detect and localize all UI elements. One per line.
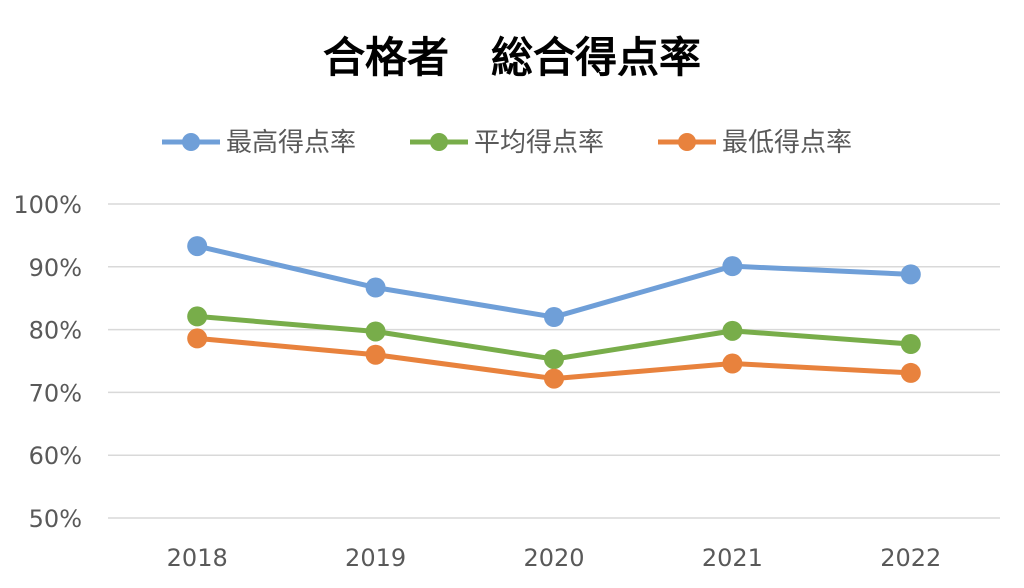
data-point bbox=[544, 368, 564, 389]
x-tick-label: 2018 bbox=[167, 544, 228, 572]
data-point bbox=[365, 277, 386, 298]
series-line bbox=[187, 236, 921, 328]
legend-item: 平均得点率 bbox=[410, 128, 604, 158]
legend-swatch-marker bbox=[678, 133, 696, 151]
y-axis-labels: 50% 60% 70% 80% 90% 100% bbox=[13, 191, 82, 533]
y-tick-label: 80% bbox=[29, 317, 82, 345]
series-line bbox=[187, 306, 921, 370]
data-point bbox=[365, 321, 386, 342]
y-tick-label: 70% bbox=[29, 379, 82, 407]
data-point bbox=[722, 256, 743, 277]
data-point bbox=[544, 307, 564, 328]
legend-swatch-marker bbox=[430, 133, 448, 151]
legend-label: 最低得点率 bbox=[722, 128, 852, 158]
x-tick-label: 2019 bbox=[345, 544, 406, 572]
data-point bbox=[900, 334, 921, 355]
data-point bbox=[900, 264, 921, 285]
legend-item: 最低得点率 bbox=[658, 128, 852, 158]
data-point bbox=[187, 306, 208, 327]
x-tick-label: 2020 bbox=[523, 544, 584, 572]
legend-swatch-marker bbox=[182, 133, 200, 151]
y-tick-label: 60% bbox=[29, 442, 82, 470]
x-tick-label: 2021 bbox=[702, 544, 763, 572]
data-point bbox=[900, 362, 921, 383]
data-point bbox=[722, 353, 743, 374]
series-path bbox=[194, 243, 914, 320]
series-group bbox=[187, 236, 921, 389]
data-point bbox=[722, 320, 743, 341]
x-axis-labels: 2018 2019 2020 2021 2022 bbox=[167, 544, 942, 572]
data-point bbox=[365, 344, 386, 365]
y-tick-label: 100% bbox=[13, 191, 82, 219]
data-point bbox=[187, 236, 208, 257]
x-tick-label: 2022 bbox=[880, 544, 941, 572]
legend: 最高得点率 平均得点率 最低得点率 bbox=[162, 128, 852, 158]
chart-title: 合格者 総合得点率 bbox=[323, 33, 701, 82]
gridlines bbox=[108, 203, 1000, 519]
y-tick-label: 90% bbox=[29, 254, 82, 282]
legend-label: 最高得点率 bbox=[226, 128, 356, 158]
legend-label: 平均得点率 bbox=[474, 128, 604, 158]
series-line bbox=[187, 328, 921, 389]
data-point bbox=[544, 349, 564, 370]
legend-item: 最高得点率 bbox=[162, 128, 356, 158]
data-point bbox=[187, 328, 208, 349]
y-tick-label: 50% bbox=[29, 505, 82, 533]
